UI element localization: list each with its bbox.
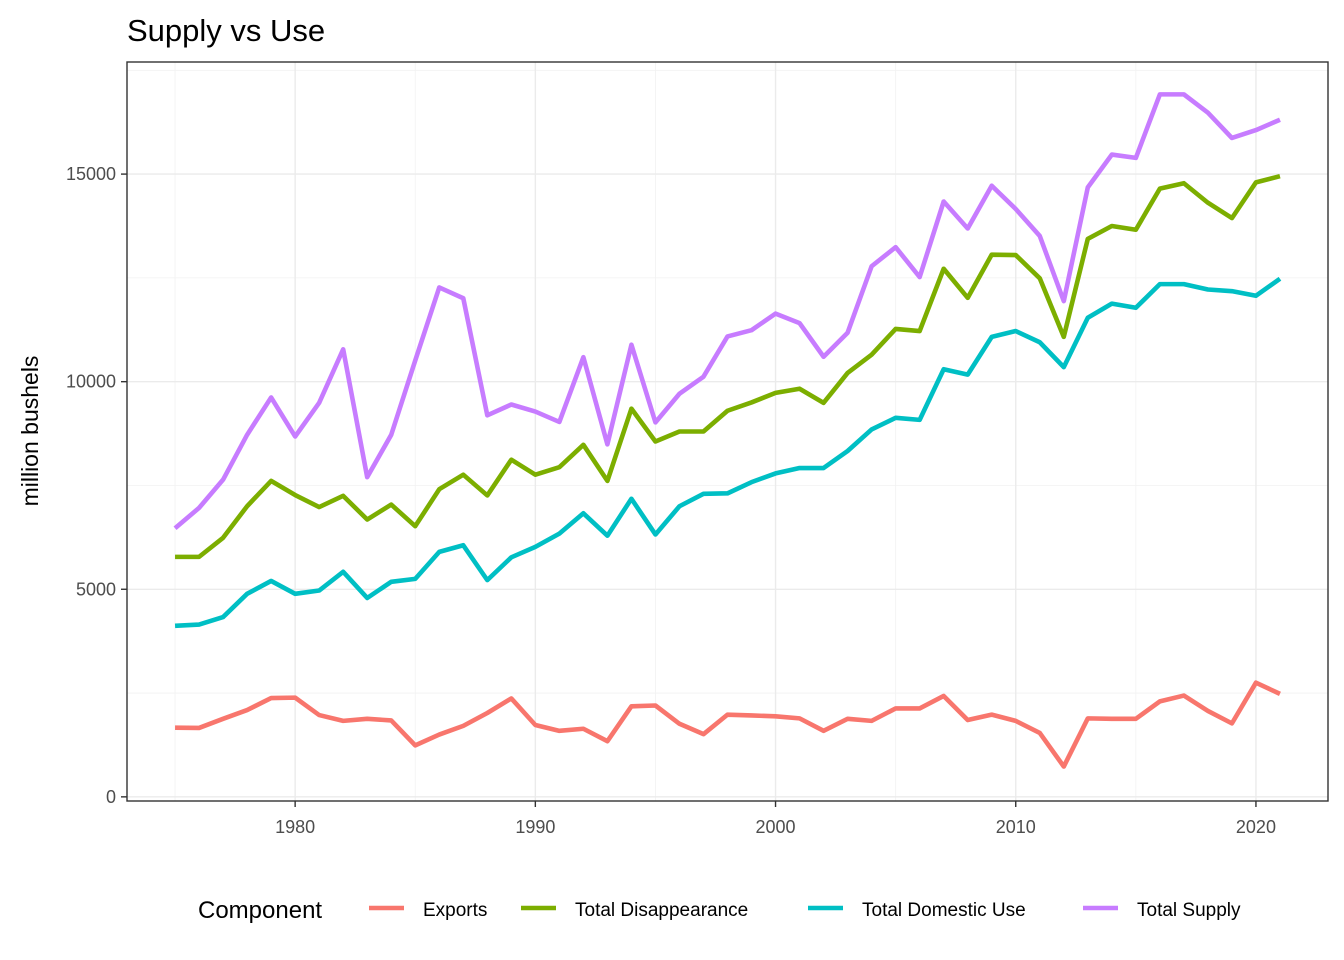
series-line-total-domestic-use: [174, 276, 1282, 629]
series-line-exports: [175, 680, 1281, 769]
legend-label-total-disappearance: Total Disappearance: [575, 900, 748, 921]
y-tick-label: 10000: [66, 372, 116, 392]
legend: Component Exports Total Disappearance Tota…: [198, 897, 1241, 924]
series-lines: [173, 92, 1282, 769]
grid-lines: [127, 62, 1328, 801]
legend-label-exports: Exports: [423, 900, 487, 921]
x-tick-label: 2000: [756, 817, 796, 837]
plot-panel-border: [126, 61, 1329, 802]
legend-label-total-supply: Total Supply: [1137, 900, 1241, 921]
y-axis-title: million bushels: [17, 356, 43, 507]
legend-label-total-domestic-use: Total Domestic Use: [862, 900, 1026, 921]
axes: 1980 1990 2000 2010 2020 0 5000 10000 15000: [66, 164, 1276, 837]
legend-title: Component: [198, 897, 322, 924]
series-line-total-disappearance: [175, 173, 1281, 560]
x-tick-label: 1990: [515, 817, 555, 837]
y-tick-label: 15000: [66, 164, 116, 184]
chart-title: Supply vs Use: [127, 13, 325, 48]
x-tick-label: 2020: [1236, 817, 1276, 837]
x-tick-label: 2010: [996, 817, 1036, 837]
series-line-total-supply: [173, 92, 1281, 530]
x-tick-label: 1980: [275, 817, 315, 837]
y-tick-label: 0: [106, 787, 116, 807]
y-tick-label: 5000: [76, 579, 116, 599]
